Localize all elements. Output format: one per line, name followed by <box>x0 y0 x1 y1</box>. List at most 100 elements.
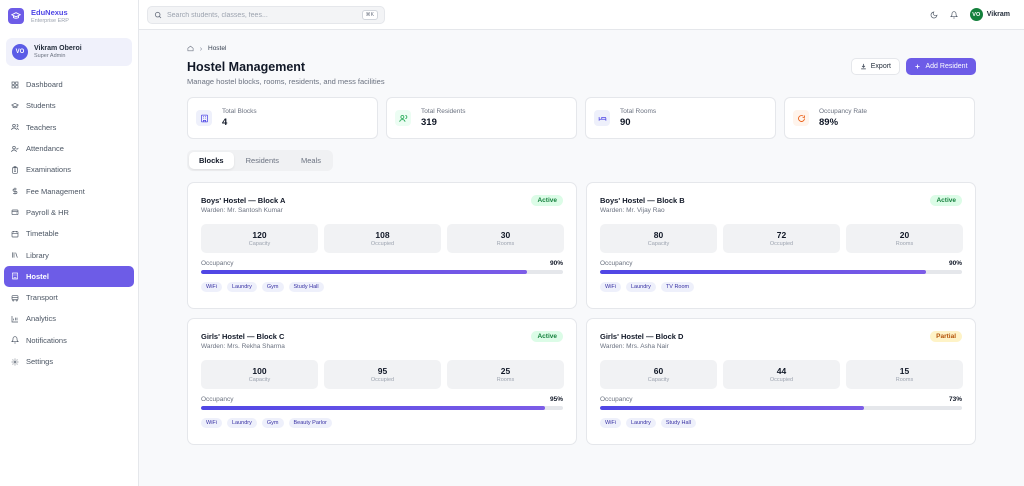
sidebar-item-attendance[interactable]: Attendance <box>4 138 134 159</box>
block-metrics: 100 Capacity 95 Occupied 25 Rooms <box>201 360 564 389</box>
amenity-chip: Beauty Parlor <box>288 418 332 428</box>
amenity-chip: Laundry <box>626 418 656 428</box>
sidebar-item-examinations[interactable]: Examinations <box>4 159 134 180</box>
tab-blocks[interactable]: Blocks <box>189 152 234 169</box>
sidebar-item-label: Dashboard <box>26 80 63 90</box>
users-icon <box>395 110 411 126</box>
user-card[interactable]: VO Vikram Oberoi Super Admin <box>6 38 132 66</box>
amenity-chip: Study Hall <box>660 418 696 428</box>
metric-label: Capacity <box>647 241 670 247</box>
amenity-chip: WiFi <box>201 418 222 428</box>
sidebar-item-label: Students <box>26 101 56 111</box>
block-name: Girls' Hostel — Block D <box>600 332 684 341</box>
user-menu[interactable]: VO Vikram <box>969 8 1010 21</box>
tab-residents[interactable]: Residents <box>245 156 279 165</box>
occupancy-bar <box>600 270 962 274</box>
metric-value: 80 <box>653 230 664 240</box>
amenity-chip: Study Hall <box>288 282 324 292</box>
stat-label: Total Blocks <box>222 108 257 115</box>
block-card[interactable]: Girls' Hostel — Block D Warden: Mrs. Ash… <box>586 318 976 445</box>
sidebar-item-teachers[interactable]: Teachers <box>4 117 134 138</box>
sidebar-item-analytics[interactable]: Analytics <box>4 308 134 329</box>
amenity-chip: WiFi <box>201 282 222 292</box>
metric-label: Occupied <box>769 241 794 247</box>
search-box[interactable]: ⌘K <box>147 6 385 24</box>
chevron-right-icon <box>200 46 203 51</box>
stat-label: Total Residents <box>421 108 466 115</box>
tab-meals[interactable]: Meals <box>300 156 321 165</box>
search-shortcut: ⌘K <box>361 10 378 20</box>
occupancy-bar <box>201 270 563 274</box>
metric-rooms: 20 Rooms <box>846 224 963 253</box>
metric-value: 44 <box>776 366 787 376</box>
stat-value: 319 <box>421 117 437 128</box>
brand[interactable]: EduNexus Enterprise ERP <box>0 0 138 32</box>
sidebar-item-label: Fee Management <box>26 186 85 196</box>
metric-occupied: 108 Occupied <box>324 224 441 253</box>
sidebar-item-fee-management[interactable]: Fee Management <box>4 180 134 201</box>
stat-card-total-blocks: Total Blocks 4 <box>187 97 378 139</box>
block-card[interactable]: Boys' Hostel — Block A Warden: Mr. Santo… <box>187 182 577 309</box>
plus-icon <box>915 64 921 69</box>
sidebar-item-label: Timetable <box>26 229 59 239</box>
sidebar-item-notifications[interactable]: Notifications <box>4 330 134 351</box>
graduation-cap-icon <box>11 102 19 109</box>
sidebar-item-dashboard[interactable]: Dashboard <box>4 74 134 95</box>
search-icon <box>154 11 162 19</box>
block-warden: Warden: Mrs. Asha Nair <box>600 343 669 350</box>
moon-icon[interactable] <box>930 11 938 19</box>
block-metrics: 120 Capacity 108 Occupied 30 Rooms <box>201 224 564 253</box>
metric-label: Occupied <box>370 241 395 247</box>
blocks-grid: Boys' Hostel — Block A Warden: Mr. Santo… <box>187 182 976 445</box>
brand-subtitle: Enterprise ERP <box>31 18 69 24</box>
add-resident-label: Add Resident <box>925 63 968 70</box>
metric-value: 100 <box>252 366 267 376</box>
occupancy-row: Occupancy 73% <box>600 396 962 403</box>
sidebar: EduNexus Enterprise ERP VO Vikram Oberoi… <box>0 0 139 486</box>
tab-bar: Blocks Residents Meals <box>187 150 333 171</box>
sidebar-item-label: Notifications <box>26 335 67 345</box>
sidebar-item-settings[interactable]: Settings <box>4 351 134 372</box>
stat-card-total-residents: Total Residents 319 <box>386 97 577 139</box>
block-name: Girls' Hostel — Block C <box>201 332 285 341</box>
block-metrics: 80 Capacity 72 Occupied 20 Rooms <box>600 224 963 253</box>
export-button[interactable]: Export <box>850 58 900 75</box>
metric-occupied: 72 Occupied <box>723 224 840 253</box>
sidebar-item-label: Analytics <box>26 314 57 324</box>
occupancy-percent: 95% <box>549 396 563 403</box>
block-card[interactable]: Boys' Hostel — Block B Warden: Mr. Vijay… <box>586 182 976 309</box>
metric-capacity: 80 Capacity <box>600 224 717 253</box>
breadcrumb: Hostel <box>187 45 226 52</box>
sidebar-item-timetable[interactable]: Timetable <box>4 223 134 244</box>
sidebar-item-label: Settings <box>26 357 54 366</box>
home-icon[interactable] <box>187 45 194 52</box>
occupancy-bar-fill <box>600 270 926 274</box>
sidebar-item-transport[interactable]: Transport <box>4 287 134 308</box>
metric-occupied: 44 Occupied <box>723 360 840 389</box>
sidebar-item-label: Hostel <box>26 271 49 281</box>
sidebar-item-payroll[interactable]: Payroll & HR <box>4 202 134 223</box>
topbar-actions: VO Vikram <box>930 8 1010 21</box>
occupancy-label: Occupancy <box>600 396 633 403</box>
add-resident-button[interactable]: Add Resident <box>906 58 976 75</box>
block-warden: Warden: Mr. Vijay Rao <box>600 207 665 214</box>
block-name: Boys' Hostel — Block B <box>600 196 685 205</box>
amenity-chip: Gym <box>261 418 284 428</box>
sidebar-item-students[interactable]: Students <box>4 95 134 116</box>
amenity-chips: WiFi Laundry Gym Beauty Parlor <box>201 418 563 428</box>
sidebar-item-hostel[interactable]: Hostel <box>4 265 134 287</box>
rotate-icon <box>793 110 809 126</box>
search-input[interactable] <box>167 11 357 19</box>
occupancy-bar <box>201 406 563 410</box>
metric-label: Capacity <box>248 377 271 383</box>
block-card[interactable]: Girls' Hostel — Block C Warden: Mrs. Rek… <box>187 318 577 445</box>
sidebar-item-library[interactable]: Library <box>4 244 134 265</box>
metric-rooms: 30 Rooms <box>447 224 564 253</box>
occupancy-percent: 90% <box>948 260 962 267</box>
amenity-chip: Gym <box>261 282 284 292</box>
users-icon <box>11 124 19 131</box>
bell-icon[interactable] <box>949 10 958 19</box>
stat-card-total-rooms: Total Rooms 90 <box>585 97 776 139</box>
metric-value: 60 <box>653 366 664 376</box>
metric-label: Occupied <box>370 377 395 383</box>
